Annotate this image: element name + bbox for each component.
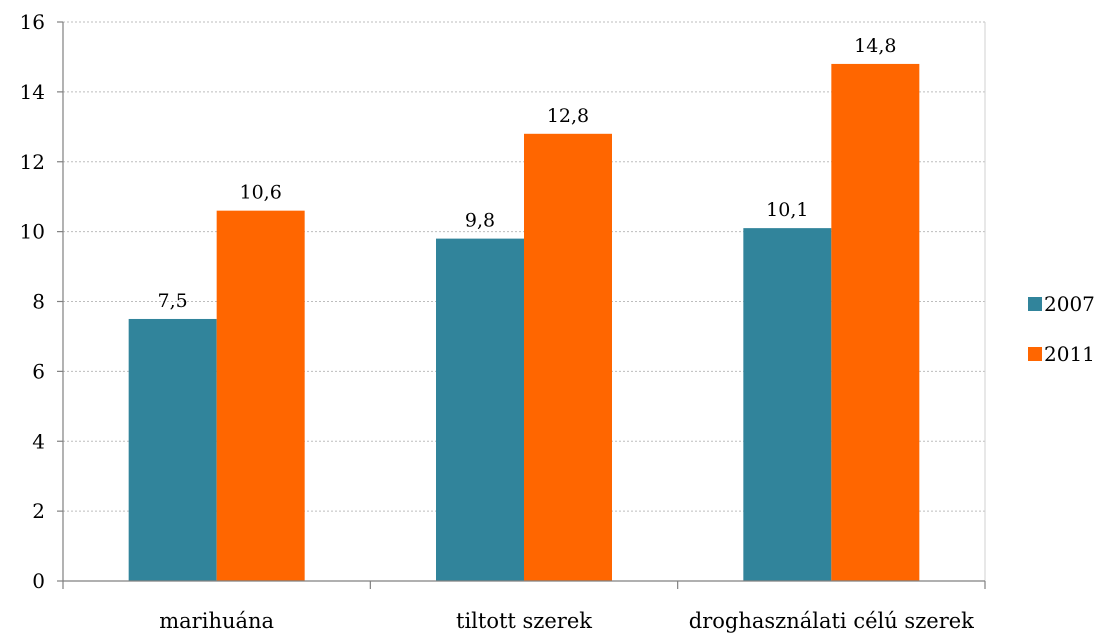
- y-tick-label: 2: [32, 499, 45, 523]
- category-label: droghasználati célú szerek: [689, 609, 974, 633]
- data-label: 7,5: [158, 290, 188, 312]
- bar-2011-1: [216, 210, 305, 581]
- bar-2007-1: [128, 318, 217, 581]
- legend: 2007 2011: [1028, 292, 1095, 366]
- bar-2007-2: [436, 238, 524, 582]
- data-label: 12,8: [547, 105, 589, 127]
- bars: [128, 63, 920, 582]
- data-label: 10,6: [240, 182, 282, 204]
- y-tick-label: 14: [20, 80, 45, 104]
- x-axis-categories: marihuána tiltott szerek droghasználati cé…: [159, 609, 974, 633]
- y-tick-label: 8: [32, 290, 45, 314]
- y-tick-label: 0: [32, 569, 45, 593]
- y-tick-label: 6: [32, 359, 45, 383]
- category-label: marihuána: [159, 609, 274, 633]
- bar-2011-3: [831, 63, 920, 582]
- y-tick-label: 10: [20, 220, 45, 244]
- bar-2011-2: [524, 133, 612, 582]
- y-tick-label: 12: [20, 150, 45, 174]
- legend-label: 2007: [1044, 292, 1095, 316]
- category-label: tiltott szerek: [456, 609, 592, 633]
- bar-2007-3: [743, 228, 832, 581]
- data-label: 14,8: [854, 35, 896, 57]
- legend-swatch-2007: [1028, 297, 1042, 311]
- legend-label: 2011: [1044, 342, 1095, 366]
- legend-swatch-2011: [1028, 347, 1042, 361]
- y-tick-label: 4: [32, 429, 45, 453]
- data-labels: 7,5 10,6 9,8 12,8 10,1 14,8: [158, 35, 897, 312]
- data-label: 10,1: [766, 199, 808, 221]
- y-axis-ticks: 0 2 4 6 8 10 12 14 16: [20, 10, 63, 593]
- data-label: 9,8: [465, 210, 495, 232]
- y-tick-label: 16: [20, 10, 45, 34]
